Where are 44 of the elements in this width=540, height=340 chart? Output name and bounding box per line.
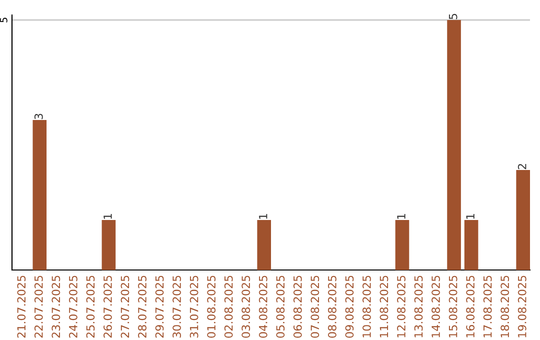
- x-tick-label: 03.08.2025: [242, 276, 250, 338]
- x-tick-label: 14.08.2025: [432, 276, 440, 338]
- data-label: 1: [466, 214, 474, 219]
- x-tick-label: 28.07.2025: [138, 276, 146, 338]
- bar: [447, 20, 461, 270]
- bar: [257, 220, 271, 270]
- x-tick-label: 29.07.2025: [155, 276, 164, 338]
- data-label: 1: [259, 214, 268, 219]
- data-label: 1: [104, 214, 112, 219]
- x-tick-label: 13.08.2025: [414, 276, 423, 338]
- x-tick-label: 02.08.2025: [224, 276, 233, 338]
- x-tick-label: 22.07.2025: [34, 276, 43, 338]
- x-tick-label: 21.07.2025: [17, 276, 26, 338]
- x-tick-label: 18.08.2025: [500, 276, 510, 338]
- x-tick-label: 12.08.2025: [397, 276, 406, 338]
- bar: [32, 120, 47, 270]
- x-tick-label: 26.07.2025: [104, 276, 112, 338]
- bar: [464, 220, 478, 270]
- bar: [516, 170, 530, 270]
- x-tick-label: 07.08.2025: [310, 276, 320, 338]
- bar: [102, 220, 116, 270]
- x-tick-label: 17.08.2025: [483, 276, 492, 338]
- x-tick-label: 19.08.2025: [518, 276, 526, 338]
- data-label: 1: [397, 214, 406, 219]
- x-tick-label: 01.08.2025: [207, 276, 216, 338]
- x-tick-label: 09.08.2025: [345, 276, 354, 338]
- data-label: 5: [448, 14, 458, 20]
- x-tick-label: 04.08.2025: [258, 276, 268, 338]
- data-label: 2: [518, 164, 526, 170]
- x-tick-label: 06.08.2025: [293, 276, 302, 338]
- bar: [395, 220, 410, 270]
- x-tick-label: 16.08.2025: [466, 276, 475, 338]
- x-tick-label: 27.07.2025: [120, 276, 130, 338]
- x-tick-label: 10.08.2025: [362, 276, 371, 338]
- x-tick-label: 24.07.2025: [68, 276, 78, 338]
- data-label: 3: [34, 114, 43, 120]
- x-tick-label: 23.07.2025: [52, 276, 60, 338]
- x-tick-label: 05.08.2025: [276, 276, 285, 338]
- x-tick-label: 11.08.2025: [380, 276, 388, 338]
- x-tick-label: 31.07.2025: [190, 276, 198, 338]
- x-tick-label: 30.07.2025: [172, 276, 181, 338]
- x-tick-label: 25.07.2025: [86, 276, 95, 338]
- x-tick-label: 15.08.2025: [448, 276, 458, 338]
- x-tick-label: 08.08.2025: [328, 276, 336, 338]
